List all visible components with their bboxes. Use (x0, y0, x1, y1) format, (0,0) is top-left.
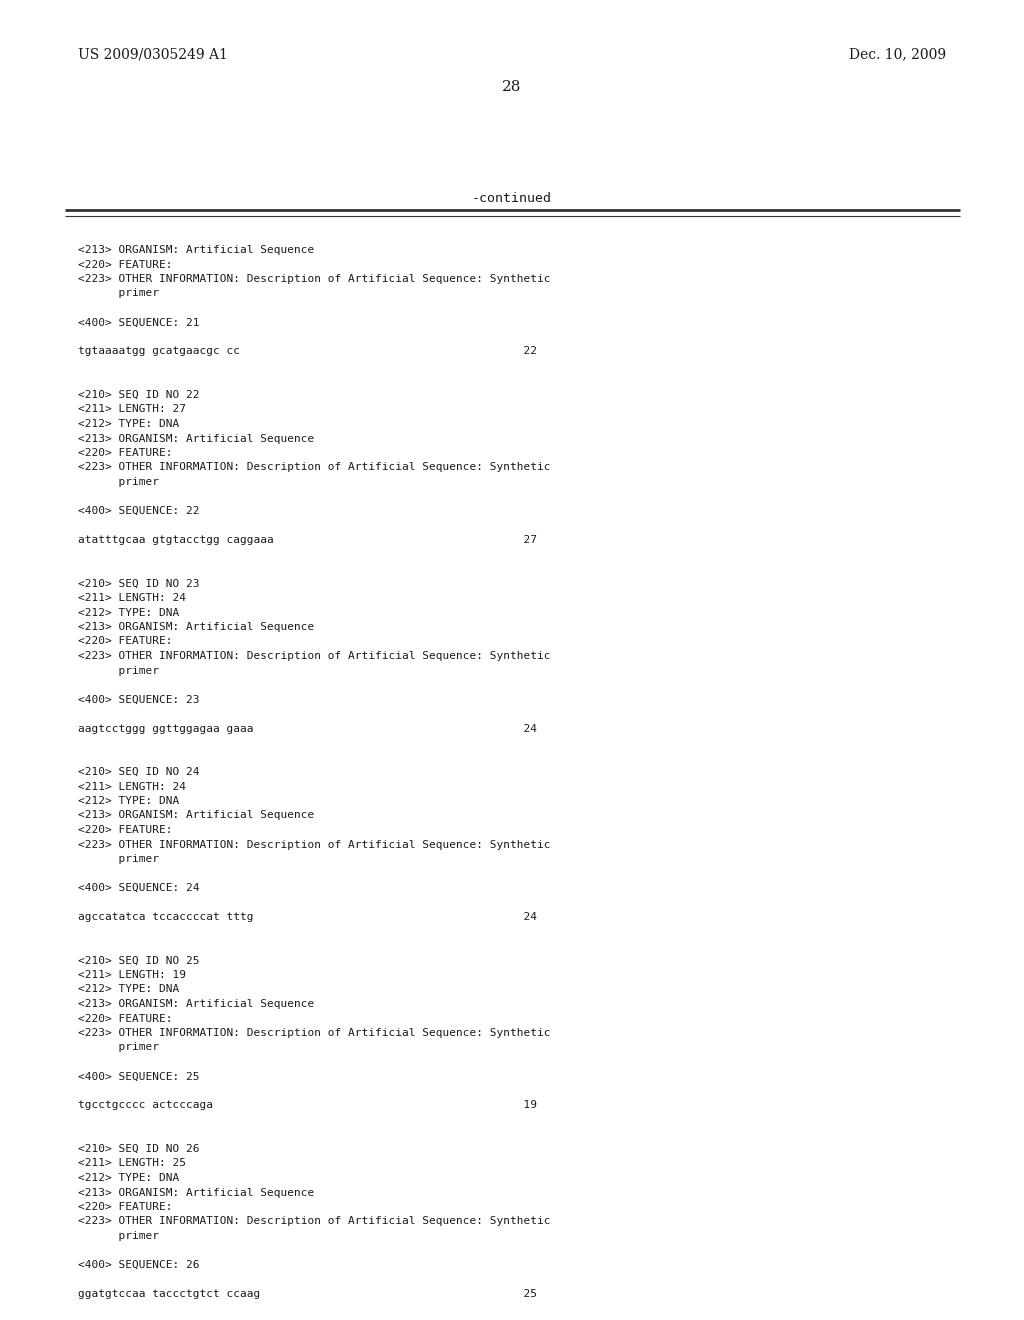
Text: <212> TYPE: DNA: <212> TYPE: DNA (78, 1173, 179, 1183)
Text: <400> SEQUENCE: 24: <400> SEQUENCE: 24 (78, 883, 200, 894)
Text: <210> SEQ ID NO 26: <210> SEQ ID NO 26 (78, 1144, 200, 1154)
Text: <212> TYPE: DNA: <212> TYPE: DNA (78, 796, 179, 807)
Text: <223> OTHER INFORMATION: Description of Artificial Sequence: Synthetic: <223> OTHER INFORMATION: Description of … (78, 1217, 551, 1226)
Text: atatttgcaa gtgtacctgg caggaaa                                     27: atatttgcaa gtgtacctgg caggaaa 27 (78, 535, 537, 545)
Text: <210> SEQ ID NO 22: <210> SEQ ID NO 22 (78, 389, 200, 400)
Text: <220> FEATURE:: <220> FEATURE: (78, 825, 172, 836)
Text: <213> ORGANISM: Artificial Sequence: <213> ORGANISM: Artificial Sequence (78, 1188, 314, 1197)
Text: <220> FEATURE:: <220> FEATURE: (78, 260, 172, 269)
Text: primer: primer (78, 477, 159, 487)
Text: <400> SEQUENCE: 23: <400> SEQUENCE: 23 (78, 694, 200, 705)
Text: <210> SEQ ID NO 23: <210> SEQ ID NO 23 (78, 578, 200, 589)
Text: <212> TYPE: DNA: <212> TYPE: DNA (78, 418, 179, 429)
Text: primer: primer (78, 1232, 159, 1241)
Text: -continued: -continued (472, 191, 552, 205)
Text: <212> TYPE: DNA: <212> TYPE: DNA (78, 985, 179, 994)
Text: <223> OTHER INFORMATION: Description of Artificial Sequence: Synthetic: <223> OTHER INFORMATION: Description of … (78, 462, 551, 473)
Text: <220> FEATURE:: <220> FEATURE: (78, 636, 172, 647)
Text: <400> SEQUENCE: 21: <400> SEQUENCE: 21 (78, 318, 200, 327)
Text: <213> ORGANISM: Artificial Sequence: <213> ORGANISM: Artificial Sequence (78, 999, 314, 1008)
Text: <213> ORGANISM: Artificial Sequence: <213> ORGANISM: Artificial Sequence (78, 622, 314, 632)
Text: <211> LENGTH: 27: <211> LENGTH: 27 (78, 404, 186, 414)
Text: <211> LENGTH: 25: <211> LENGTH: 25 (78, 1159, 186, 1168)
Text: <223> OTHER INFORMATION: Description of Artificial Sequence: Synthetic: <223> OTHER INFORMATION: Description of … (78, 651, 551, 661)
Text: primer: primer (78, 665, 159, 676)
Text: primer: primer (78, 854, 159, 865)
Text: <213> ORGANISM: Artificial Sequence: <213> ORGANISM: Artificial Sequence (78, 810, 314, 821)
Text: <213> ORGANISM: Artificial Sequence: <213> ORGANISM: Artificial Sequence (78, 246, 314, 255)
Text: <223> OTHER INFORMATION: Description of Artificial Sequence: Synthetic: <223> OTHER INFORMATION: Description of … (78, 1028, 551, 1038)
Text: <211> LENGTH: 24: <211> LENGTH: 24 (78, 781, 186, 792)
Text: aagtcctggg ggttggagaa gaaa                                        24: aagtcctggg ggttggagaa gaaa 24 (78, 723, 537, 734)
Text: Dec. 10, 2009: Dec. 10, 2009 (849, 48, 946, 61)
Text: <400> SEQUENCE: 26: <400> SEQUENCE: 26 (78, 1261, 200, 1270)
Text: <210> SEQ ID NO 25: <210> SEQ ID NO 25 (78, 956, 200, 965)
Text: <212> TYPE: DNA: <212> TYPE: DNA (78, 607, 179, 618)
Text: <400> SEQUENCE: 22: <400> SEQUENCE: 22 (78, 506, 200, 516)
Text: tgtaaaatgg gcatgaacgc cc                                          22: tgtaaaatgg gcatgaacgc cc 22 (78, 346, 537, 356)
Text: <223> OTHER INFORMATION: Description of Artificial Sequence: Synthetic: <223> OTHER INFORMATION: Description of … (78, 275, 551, 284)
Text: <220> FEATURE:: <220> FEATURE: (78, 447, 172, 458)
Text: <211> LENGTH: 24: <211> LENGTH: 24 (78, 593, 186, 603)
Text: <220> FEATURE:: <220> FEATURE: (78, 1203, 172, 1212)
Text: ggatgtccaa taccctgtct ccaag                                       25: ggatgtccaa taccctgtct ccaag 25 (78, 1290, 537, 1299)
Text: tgcctgcccc actcccaga                                              19: tgcctgcccc actcccaga 19 (78, 1101, 537, 1110)
Text: <213> ORGANISM: Artificial Sequence: <213> ORGANISM: Artificial Sequence (78, 433, 314, 444)
Text: <400> SEQUENCE: 25: <400> SEQUENCE: 25 (78, 1072, 200, 1081)
Text: 28: 28 (503, 81, 521, 94)
Text: <211> LENGTH: 19: <211> LENGTH: 19 (78, 970, 186, 979)
Text: <223> OTHER INFORMATION: Description of Artificial Sequence: Synthetic: <223> OTHER INFORMATION: Description of … (78, 840, 551, 850)
Text: US 2009/0305249 A1: US 2009/0305249 A1 (78, 48, 228, 61)
Text: primer: primer (78, 1043, 159, 1052)
Text: <220> FEATURE:: <220> FEATURE: (78, 1014, 172, 1023)
Text: primer: primer (78, 289, 159, 298)
Text: <210> SEQ ID NO 24: <210> SEQ ID NO 24 (78, 767, 200, 777)
Text: agccatatca tccaccccat tttg                                        24: agccatatca tccaccccat tttg 24 (78, 912, 537, 921)
